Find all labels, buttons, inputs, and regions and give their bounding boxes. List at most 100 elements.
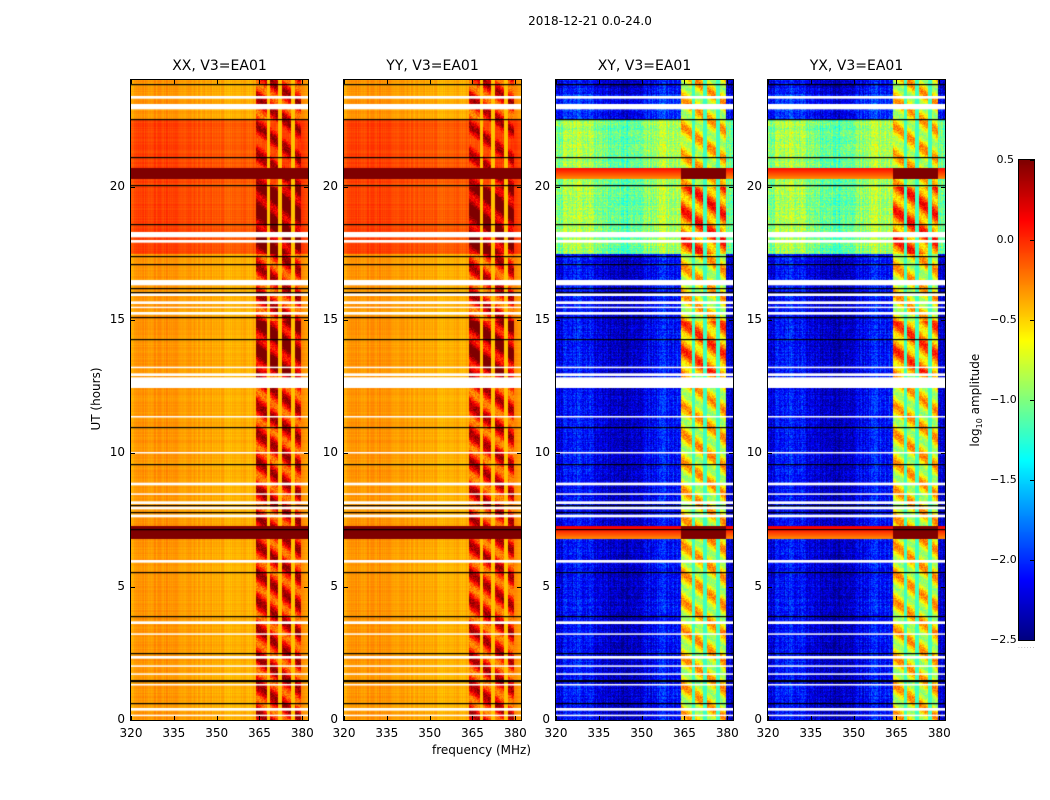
x-tick-mark — [598, 80, 600, 84]
y-tick-mark — [517, 720, 521, 721]
y-tick-label: 5 — [117, 578, 125, 593]
y-tick-mark — [304, 186, 308, 188]
x-tick-mark — [853, 80, 855, 84]
colorbar-tick-mark — [1030, 640, 1034, 641]
heatmap-panel-xx — [130, 79, 309, 721]
y-tick-mark — [131, 186, 135, 188]
y-tick-mark — [304, 720, 308, 721]
y-tick-mark — [517, 453, 521, 455]
heatmap-panel-xy — [555, 79, 734, 721]
x-tick-mark — [853, 716, 855, 720]
y-tick-mark — [556, 720, 560, 721]
y-tick-label: 10 — [322, 445, 338, 460]
y-tick-label: 5 — [542, 578, 550, 593]
y-tick-mark — [556, 453, 560, 455]
y-tick-mark — [941, 453, 945, 455]
y-tick-mark — [344, 186, 348, 188]
x-tick-mark — [939, 716, 941, 720]
x-tick-mark — [386, 80, 388, 84]
x-tick-label: 320 — [332, 726, 356, 740]
x-tick-mark — [641, 80, 643, 84]
y-tick-mark — [344, 720, 348, 721]
y-tick-label: 10 — [746, 445, 762, 460]
heatmap-image-yy — [344, 80, 521, 720]
colorbar-tick-mark — [1030, 320, 1034, 321]
y-tick-mark — [941, 720, 945, 721]
colorbar — [1018, 159, 1035, 641]
y-tick-mark — [131, 453, 135, 455]
x-tick-label: 320 — [544, 726, 568, 740]
y-tick-mark — [131, 320, 135, 321]
x-tick-mark — [131, 80, 132, 84]
x-tick-mark — [684, 80, 686, 84]
y-tick-mark — [729, 720, 733, 721]
y-tick-label: 15 — [534, 312, 550, 326]
y-tick-mark — [556, 586, 560, 588]
x-tick-label: 380 — [290, 726, 314, 740]
x-tick-label: 350 — [205, 726, 229, 740]
colorbar-label-log: log — [967, 428, 982, 447]
colorbar-tick-mark — [1030, 560, 1034, 561]
x-tick-mark — [556, 716, 557, 720]
y-tick-mark — [768, 453, 772, 455]
colorbar-tick-label: −1.0 — [990, 393, 1017, 406]
y-tick-mark — [344, 320, 348, 321]
x-tick-label: 350 — [842, 726, 866, 740]
y-tick-label: 20 — [109, 178, 125, 193]
x-tick-mark — [259, 716, 261, 720]
panel-title-yy: YY, V3=EA01 — [386, 58, 479, 74]
y-tick-mark — [556, 186, 560, 188]
heatmap-panel-yx — [767, 79, 946, 721]
x-tick-mark — [429, 716, 431, 720]
x-tick-label: 335 — [375, 726, 399, 740]
y-tick-label: 20 — [746, 178, 762, 193]
colorbar-tick-label: −2.5 — [990, 633, 1017, 646]
y-tick-label: 15 — [746, 312, 762, 326]
colorbar-tick-label: 0.0 — [996, 233, 1015, 246]
x-tick-mark — [131, 716, 132, 720]
y-tick-mark — [556, 320, 560, 321]
y-tick-mark — [941, 186, 945, 188]
x-tick-mark — [768, 716, 769, 720]
colorbar-tick-label: −0.5 — [990, 313, 1017, 326]
x-tick-label: 365 — [248, 726, 271, 740]
y-tick-label: 0 — [542, 712, 550, 726]
y-tick-label: 15 — [109, 312, 125, 326]
y-tick-mark — [768, 586, 772, 588]
y-tick-mark — [941, 320, 945, 321]
y-tick-mark — [344, 586, 348, 588]
colorbar-label-rest: amplitude — [967, 353, 982, 419]
y-tick-mark — [304, 453, 308, 455]
x-tick-mark — [386, 716, 388, 720]
x-tick-mark — [173, 80, 175, 84]
x-axis-label: frequency (MHz) — [432, 743, 532, 757]
y-tick-mark — [517, 320, 521, 321]
y-axis-label: UT (hours) — [89, 367, 103, 431]
y-tick-mark — [729, 586, 733, 588]
x-tick-label: 320 — [756, 726, 780, 740]
x-tick-mark — [556, 80, 557, 84]
x-tick-label: 335 — [799, 726, 823, 740]
colorbar-tick-label: −2.0 — [990, 553, 1017, 566]
x-tick-label: 350 — [418, 726, 442, 740]
x-tick-mark — [173, 716, 175, 720]
heatmap-image-yx — [768, 80, 945, 720]
colorbar-label-sub: 10 — [975, 418, 985, 429]
x-tick-mark — [810, 80, 812, 84]
x-tick-mark — [515, 716, 517, 720]
y-tick-mark — [517, 186, 521, 188]
x-tick-label: 380 — [927, 726, 951, 740]
x-tick-mark — [344, 716, 345, 720]
x-tick-label: 365 — [461, 726, 484, 740]
y-tick-mark — [768, 320, 772, 321]
x-tick-mark — [598, 716, 600, 720]
x-tick-label: 320 — [119, 726, 143, 740]
y-tick-label: 10 — [109, 445, 125, 460]
colorbar-tick-label: 0.5 — [996, 153, 1015, 166]
x-tick-mark — [727, 716, 729, 720]
y-tick-mark — [729, 320, 733, 321]
x-tick-mark — [515, 80, 517, 84]
figure-title: 2018-12-21 0.0-24.0 — [528, 14, 652, 28]
x-tick-label: 335 — [587, 726, 611, 740]
heatmap-panel-yy — [343, 79, 522, 721]
